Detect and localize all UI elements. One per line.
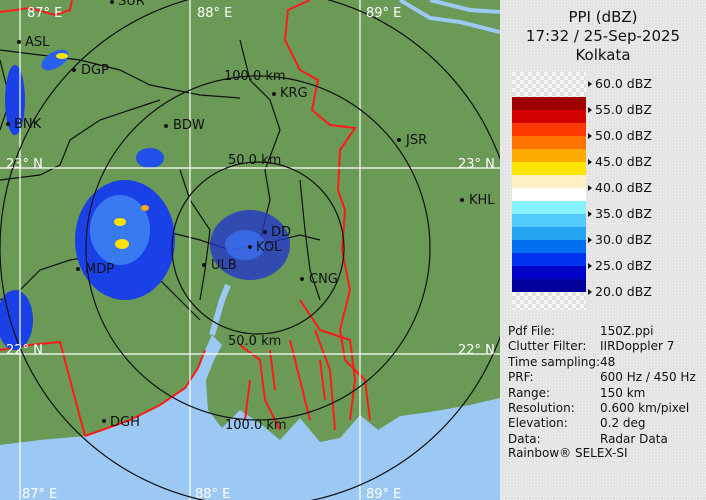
colorbar-band — [512, 97, 586, 110]
legend-label: 60.0 dBZ — [588, 77, 652, 91]
city-label: SUR — [118, 0, 145, 9]
legend-label: 30.0 dBZ — [588, 233, 652, 247]
info-row: Resolution: 0.600 km/pixel — [508, 401, 696, 416]
city-label: BDW — [173, 118, 205, 133]
range-label-50-south: 50.0 km — [228, 334, 281, 349]
legend-label: 25.0 dBZ — [588, 259, 652, 273]
city-label: CNG — [309, 272, 338, 287]
legend-label: 55.0 dBZ — [588, 103, 652, 117]
info-value: 150Z.ppi — [600, 324, 654, 338]
legend-panel: PPI (dBZ) 17:32 / 25-Sep-2025 Kolkata 60… — [500, 0, 706, 500]
colorbar-band — [512, 175, 586, 188]
colorbar-underflow — [512, 292, 586, 310]
city-label: BNK — [14, 117, 42, 132]
info-row: Time sampling: 48 — [508, 355, 696, 370]
info-row: PRF: 600 Hz / 450 Hz — [508, 370, 696, 385]
lon-label-top-88: 88° E — [197, 6, 232, 21]
info-key: Range: — [508, 385, 551, 400]
colorbar-band — [512, 123, 586, 136]
radar-echoes — [0, 49, 290, 350]
lat-label-right-22: 22° N — [458, 343, 495, 358]
range-label-50-north: 50.0 km — [228, 153, 281, 168]
range-rings — [0, 0, 500, 500]
info-value: 48 — [600, 354, 616, 369]
city-label: KOL — [256, 240, 282, 255]
colorbar-band — [512, 253, 586, 266]
range-label-100-south: 100.0 km — [225, 418, 287, 433]
lon-label-top-89: 89° E — [366, 6, 401, 21]
info-row: Clutter Filter: IIRDoppler 7 — [508, 339, 696, 354]
lat-label-left-23: 23° N — [6, 157, 43, 172]
lat-label-right-23: 23° N — [458, 157, 495, 172]
software-credit: Rainbow® SELEX-SI — [508, 446, 628, 460]
legend-label: 35.0 dBZ — [588, 207, 652, 221]
city-markers: SUR ASL DGP BNK BDW KRG JSR KHL DD KOL U… — [6, 0, 495, 430]
info-row: Range: 150 km — [508, 386, 696, 401]
info-key: Data: — [508, 431, 541, 446]
city-label: DGH — [110, 415, 140, 430]
city-label: DD — [271, 225, 291, 240]
colorbar-band — [512, 201, 586, 214]
legend-label: 45.0 dBZ — [588, 155, 652, 169]
legend-label: 40.0 dBZ — [588, 181, 652, 195]
info-value: 0.600 km/pixel — [600, 401, 690, 416]
lon-label-top-87: 87° E — [27, 6, 62, 21]
range-label-100-north: 100.0 km — [224, 69, 286, 84]
city-label: KHL — [469, 193, 495, 208]
lon-label-bottom-89: 89° E — [366, 487, 401, 500]
colorbar-band — [512, 110, 586, 123]
info-value: 150 km — [600, 385, 646, 400]
district-boundaries — [0, 39, 321, 321]
colorbar-band — [512, 162, 586, 175]
city-label: KRG — [280, 86, 308, 101]
city-label: ULB — [211, 258, 237, 273]
city-label: ASL — [25, 35, 50, 50]
info-value: IIRDoppler 7 — [600, 339, 675, 354]
colorbar-band — [512, 188, 586, 201]
info-key: Resolution: — [508, 401, 575, 416]
legend-label: 20.0 dBZ — [588, 285, 652, 299]
colorbar-band — [512, 279, 586, 292]
colorbar-band — [512, 136, 586, 149]
colorbar-band — [512, 149, 586, 162]
info-key: Time sampling: — [508, 354, 601, 369]
colorbar-band — [512, 240, 586, 253]
radar-location: Kolkata — [575, 46, 631, 64]
info-row: Data: Radar Data — [508, 432, 696, 447]
international-border — [0, 0, 371, 437]
city-label: MDP — [85, 262, 114, 277]
info-value: 0.2 deg — [600, 416, 646, 431]
lat-label-left-22: 22° N — [6, 343, 43, 358]
info-key: Pdf File: — [508, 324, 556, 338]
colorbar-band — [512, 266, 586, 279]
colorbar-band — [512, 214, 586, 227]
info-key: Clutter Filter: — [508, 339, 587, 354]
info-value: 600 Hz / 450 Hz — [600, 370, 696, 385]
city-label: JSR — [405, 133, 427, 148]
info-row: Pdf File: 150Z.ppi — [508, 324, 696, 339]
radar-map[interactable]: 87° E 88° E 89° E 87° E 88° E 89° E 23° … — [0, 0, 500, 500]
product-title: PPI (dBZ) — [568, 8, 638, 26]
info-key: Elevation: — [508, 416, 568, 431]
info-row: Elevation: 0.2 deg — [508, 416, 696, 431]
info-value: Radar Data — [600, 431, 668, 446]
lat-lon-grid — [0, 0, 500, 500]
colorbar-band — [512, 227, 586, 240]
lon-label-bottom-87: 87° E — [22, 487, 57, 500]
legend-label: 50.0 dBZ — [588, 129, 652, 143]
sea — [0, 335, 500, 500]
river-upper-right — [398, 0, 500, 34]
colorbar-overflow — [512, 72, 586, 97]
lon-label-bottom-88: 88° E — [195, 487, 230, 500]
city-label: DGP — [81, 63, 109, 78]
scan-info: Pdf File: 150Z.ppi Clutter Filter: IIRDoppl… — [508, 324, 696, 447]
info-key: PRF: — [508, 370, 534, 385]
scan-datetime: 17:32 / 25-Sep-2025 — [525, 27, 681, 45]
